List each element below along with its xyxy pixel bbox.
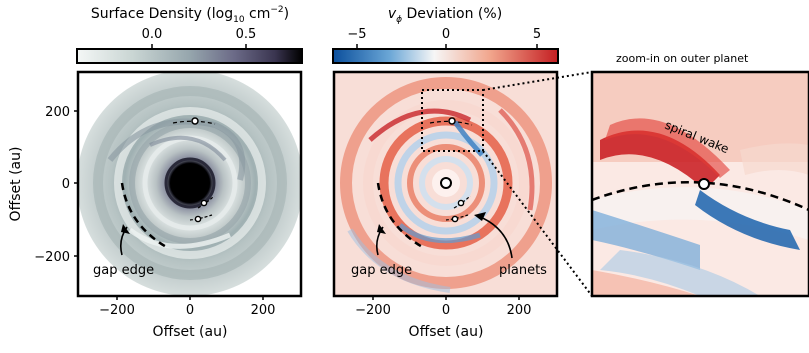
middle-colorbar-tick-1: 0 xyxy=(442,27,450,42)
zoom-panel-title: zoom-in on outer planet xyxy=(616,52,749,65)
middle-planet-inner xyxy=(451,215,459,223)
left-xtick-2: 200 xyxy=(251,303,276,318)
left-planet-inner xyxy=(194,215,202,223)
zoom-planet xyxy=(698,178,710,190)
left-ytick-2: −200 xyxy=(34,250,70,265)
middle-colorbar xyxy=(332,48,559,64)
left-y-ticks: 200 0 −200 xyxy=(34,105,70,265)
middle-planet-middle xyxy=(457,199,465,207)
middle-xtick-0: −200 xyxy=(355,303,391,318)
left-xtick-0: −200 xyxy=(99,303,135,318)
left-ytick-1: 0 xyxy=(62,177,70,192)
middle-xlabel: Offset (au) xyxy=(409,324,484,340)
middle-xtick-1: 0 xyxy=(442,303,450,318)
left-colorbar-title-end: ) xyxy=(284,6,289,22)
middle-central-star xyxy=(440,177,452,189)
left-colorbar xyxy=(76,48,303,64)
left-density-image xyxy=(78,72,301,296)
left-xtick-1: 0 xyxy=(186,303,194,318)
middle-planet-outer xyxy=(448,117,456,125)
left-colorbar-title-unit: cm xyxy=(245,6,271,22)
left-colorbar-title-text: Surface Density (log xyxy=(91,6,233,22)
zoom-connector-bottom xyxy=(482,150,593,297)
left-planet-middle xyxy=(200,199,208,207)
zoom-box xyxy=(421,89,484,152)
middle-colorbar-title: vϕ Deviation (%) xyxy=(388,6,502,25)
left-x-ticks: −200 0 200 xyxy=(99,303,275,318)
left-colorbar-title: Surface Density (log10 cm−2) xyxy=(91,5,289,25)
zoom-axes-frame xyxy=(590,70,809,298)
left-ylabel: Offset (au) xyxy=(8,147,24,222)
left-colorbar-title-sup: −2 xyxy=(270,5,283,15)
middle-colorbar-tick-2: 5 xyxy=(533,27,541,42)
left-ytick-0: 200 xyxy=(45,105,70,120)
left-gap-edge-label: gap edge xyxy=(93,263,154,278)
left-planet-outer xyxy=(191,117,199,125)
left-xlabel: Offset (au) xyxy=(153,324,228,340)
left-colorbar-tick-0: 0.0 xyxy=(142,27,163,42)
middle-gap-edge-curve xyxy=(376,182,425,250)
left-colorbar-tick-1: 0.5 xyxy=(236,27,257,42)
middle-gap-edge-label: gap edge xyxy=(351,263,412,278)
middle-planets-label: planets xyxy=(499,263,547,278)
middle-xtick-2: 200 xyxy=(507,303,532,318)
middle-x-ticks: −200 0 200 xyxy=(355,303,531,318)
left-colorbar-title-sub: 10 xyxy=(233,15,245,25)
left-gap-edge-curve xyxy=(120,182,169,250)
middle-colorbar-tick-0: −5 xyxy=(347,27,366,42)
zoom-connector-top xyxy=(482,71,593,91)
svg-text:Surface Density (log10 cm−2): Surface Density (log10 cm−2) xyxy=(91,5,289,25)
